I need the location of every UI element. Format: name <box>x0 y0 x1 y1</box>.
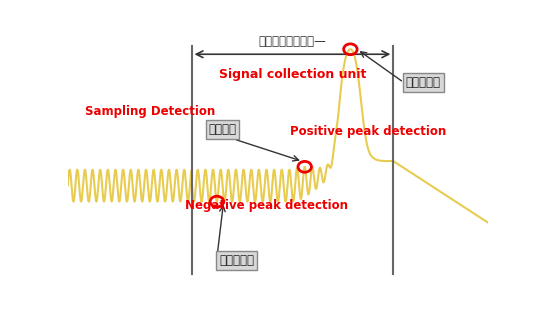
Text: 取样检波: 取样检波 <box>209 123 236 136</box>
Text: Signal collection unit: Signal collection unit <box>219 68 366 81</box>
Text: Positive peak detection: Positive peak detection <box>291 125 447 138</box>
Text: Sampling Detection: Sampling Detection <box>85 105 215 118</box>
Text: Negative peak detection: Negative peak detection <box>185 199 349 212</box>
Text: 正峰值检波: 正峰值检波 <box>406 76 441 89</box>
Text: 负峰值检波: 负峰值检波 <box>219 254 254 267</box>
Text: 一个信号收集单元—: 一个信号收集单元— <box>259 35 326 48</box>
